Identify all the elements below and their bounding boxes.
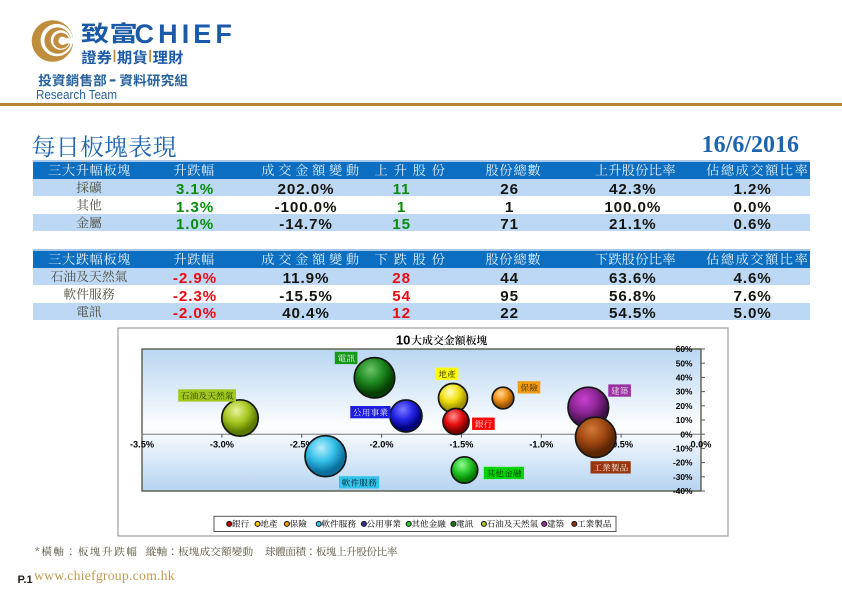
svg-text:0.0%: 0.0% (691, 440, 712, 450)
svg-text:50%: 50% (676, 358, 693, 368)
svg-text:-0.5%: -0.5% (609, 440, 633, 450)
svg-text:-2.0%: -2.0% (370, 440, 394, 450)
svg-text:-3.0%: -3.0% (210, 440, 234, 450)
svg-text:-1.5%: -1.5% (449, 440, 473, 450)
svg-text:30%: 30% (676, 387, 693, 397)
svg-text:10%: 10% (676, 415, 693, 425)
svg-text:-3.5%: -3.5% (130, 440, 154, 450)
svg-text:-30%: -30% (673, 472, 693, 482)
svg-text:-40%: -40% (673, 486, 693, 496)
svg-text:-1.0%: -1.0% (529, 440, 553, 450)
svg-text:40%: 40% (676, 373, 693, 383)
svg-text:20%: 20% (676, 401, 693, 411)
svg-text:10: 10 (396, 332, 410, 347)
svg-text:-2.5%: -2.5% (290, 440, 314, 450)
svg-text:0%: 0% (680, 429, 693, 439)
svg-text:-20%: -20% (673, 458, 693, 468)
svg-text:60%: 60% (676, 344, 693, 354)
svg-text:-10%: -10% (673, 444, 693, 454)
